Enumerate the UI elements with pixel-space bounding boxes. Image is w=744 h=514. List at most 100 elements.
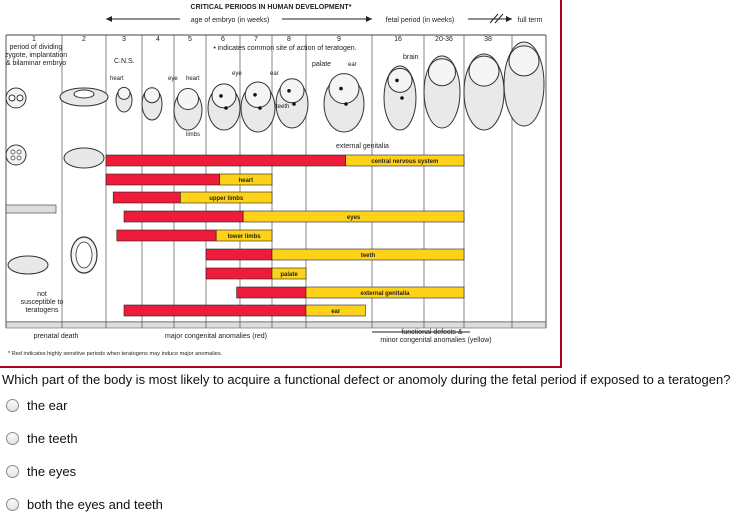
- bar-label: teeth: [361, 253, 376, 259]
- minor-anomalies-label: minor congenital anomalies (yellow): [380, 337, 491, 344]
- bottom-band: [5, 321, 547, 329]
- teratogen-site-dot: [292, 102, 296, 106]
- heart-label-a: heart: [110, 76, 124, 82]
- embryo-head: [279, 78, 305, 104]
- zygote-cell-2: [16, 94, 24, 102]
- implantation-figure: [63, 147, 105, 169]
- option-ear[interactable]: the ear: [6, 395, 67, 415]
- morula-cell: [16, 149, 22, 155]
- embryo-head: [177, 88, 199, 110]
- blastocyst-inner: [75, 241, 93, 269]
- chart-svg: CRITICAL PERIODS IN HUMAN DEVELOPMENT* a…: [5, 4, 547, 357]
- endometrium-figure: [5, 204, 57, 214]
- radio-button[interactable]: [6, 398, 19, 412]
- heart-label-b: heart: [186, 76, 200, 82]
- teratogen-site-dot: [395, 78, 399, 83]
- week-label: 2: [82, 36, 86, 43]
- bar-label: central nervous system: [371, 159, 438, 165]
- bar-red-ear: [123, 304, 307, 317]
- not-susceptible-line-1: not: [37, 291, 47, 298]
- bar-red-central-nervous-system: [105, 154, 346, 167]
- arrowhead-left: [106, 16, 112, 22]
- footnote: * Red indicates highly sensitive periods…: [8, 351, 223, 357]
- morula-cell: [10, 155, 16, 161]
- teratogen-site-dot: [224, 106, 228, 110]
- week-labels: 1 2 3 4 5 6 7 8 9 16 20-36 38: [32, 36, 492, 43]
- morula-figure: [5, 144, 27, 166]
- week-label: 7: [254, 36, 258, 43]
- bar-label: palate: [280, 272, 298, 278]
- bar-label: lower limbs: [228, 234, 262, 240]
- option-label: the ear: [27, 397, 68, 413]
- external-genitalia-label: external genitalia: [336, 143, 389, 150]
- fetal-header: fetal period (in weeks): [386, 17, 454, 24]
- prenatal-death-label: prenatal death: [34, 333, 79, 340]
- bar-yellow-external-genitalia: [305, 286, 465, 299]
- teratogen-site-dot: [344, 102, 348, 106]
- zygote-cell-1: [8, 94, 16, 102]
- week-label: 3: [122, 36, 126, 43]
- bar-label: upper limbs: [209, 196, 244, 202]
- fullterm-header: full term: [518, 17, 543, 24]
- bar-yellow-palate: [271, 267, 307, 280]
- week-label: 5: [188, 36, 192, 43]
- bar-label: eyes: [347, 215, 361, 221]
- eye-label-a: eye: [168, 76, 178, 82]
- bar-yellow-upper-limbs: [180, 191, 273, 204]
- radio-button[interactable]: [6, 464, 19, 478]
- radio-button[interactable]: [6, 497, 19, 511]
- embryo-head: [468, 55, 500, 87]
- radio-button[interactable]: [6, 431, 19, 445]
- option-eyes-and-teeth[interactable]: both the eyes and teeth: [6, 494, 163, 514]
- bar-red-teeth: [205, 248, 273, 261]
- week-label: 9: [337, 36, 341, 43]
- eye-label-b: eye: [232, 71, 242, 77]
- palate-label: palate: [312, 61, 331, 68]
- option-eyes[interactable]: the eyes: [6, 461, 76, 481]
- week-label: 38: [484, 36, 492, 43]
- embryo-head: [211, 83, 237, 109]
- chart-title: CRITICAL PERIODS IN HUMAN DEVELOPMENT*: [191, 4, 352, 11]
- bar-label: heart: [238, 178, 253, 184]
- teratogen-site-dot: [253, 93, 257, 97]
- critical-period-bars: central nervous system heart upper limbs ey…: [105, 154, 465, 317]
- option-teeth[interactable]: the teeth: [6, 428, 78, 448]
- embryo-head: [117, 86, 131, 100]
- functional-defects-label: functional defects &: [401, 329, 462, 336]
- bar-label: ear: [331, 309, 341, 315]
- teratogen-site-dot: [258, 106, 262, 110]
- bar-red-heart: [105, 173, 220, 186]
- ear-label-b: ear: [348, 62, 357, 68]
- arrowhead-right: [366, 16, 372, 22]
- option-label: the eyes: [27, 463, 77, 479]
- embryo-head: [428, 58, 456, 87]
- morula-cell: [16, 155, 22, 161]
- period-note-line-1: period of dividing: [10, 44, 63, 51]
- week-label: 16: [394, 36, 402, 43]
- week-label: 20-36: [435, 36, 453, 43]
- morula-cell: [10, 149, 16, 155]
- teratogen-site-dot: [400, 96, 404, 100]
- question-text: Which part of the body is most likely to…: [2, 372, 731, 387]
- option-label: the teeth: [27, 430, 78, 446]
- limbs-label: limbs: [186, 132, 200, 138]
- bar-red-palate: [205, 267, 273, 280]
- bar-yellow-heart: [219, 173, 273, 186]
- embryo-head: [387, 67, 413, 93]
- week-label: 6: [221, 36, 225, 43]
- ear-label-a: ear: [270, 71, 279, 77]
- week-label: 4: [156, 36, 160, 43]
- teratogen-site-dot: [219, 94, 223, 98]
- embryo-head: [328, 73, 360, 105]
- option-label: both the eyes and teeth: [27, 496, 163, 512]
- period-note-line-2: zygote, implantation: [5, 52, 67, 59]
- bar-red-external-genitalia: [236, 286, 307, 299]
- embryo-fetus-figures: [115, 41, 545, 133]
- not-susceptible-line-2: susceptible to: [21, 299, 64, 306]
- period-note-line-3: & bilaminar embryo: [6, 60, 66, 67]
- brain-label: brain: [403, 54, 419, 61]
- teratogen-site-dot: [287, 89, 291, 93]
- embryo-head: [508, 45, 540, 77]
- bar-yellow-lower-limbs: [215, 229, 273, 242]
- critical-periods-chart: CRITICAL PERIODS IN HUMAN DEVELOPMENT* a…: [0, 0, 562, 368]
